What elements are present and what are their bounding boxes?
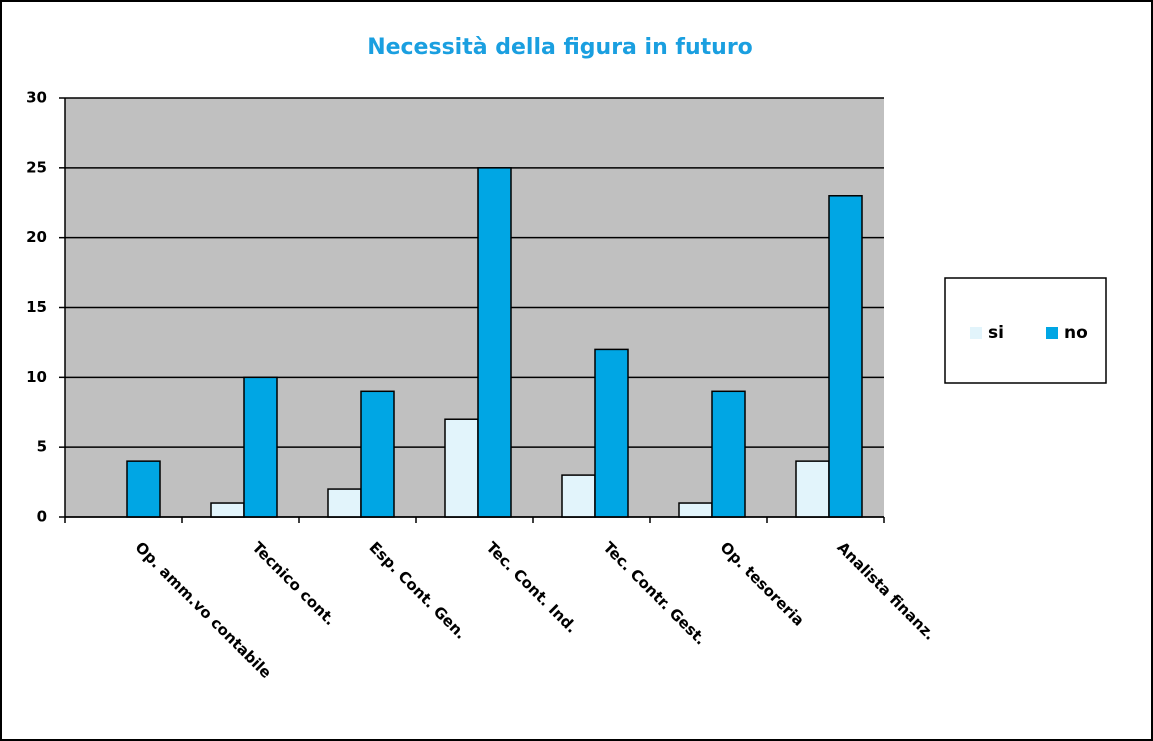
y-tick-label: 20 (26, 228, 47, 246)
bar (327, 488, 362, 518)
chart-title: Necessità della figura in futuro (367, 35, 753, 60)
legend-label: si (988, 323, 1004, 343)
y-tick-label: 5 (37, 438, 47, 456)
bar (444, 418, 479, 518)
legend-swatch (970, 327, 982, 339)
bar (210, 502, 245, 518)
y-tick-label: 15 (26, 298, 47, 316)
bar (360, 390, 395, 518)
bar (126, 460, 161, 518)
bar (243, 376, 278, 518)
bar (561, 474, 596, 518)
y-tick-label: 25 (26, 158, 47, 176)
bar (477, 167, 512, 518)
y-tick-label: 30 (26, 89, 47, 107)
bar (678, 502, 713, 518)
bar (795, 460, 830, 518)
y-tick-label: 10 (26, 368, 47, 386)
bar (711, 390, 746, 518)
legend-swatch (1046, 327, 1058, 339)
bar (594, 348, 629, 518)
y-tick-label: 0 (37, 508, 47, 526)
legend-label: no (1064, 323, 1088, 343)
bar (828, 195, 863, 518)
